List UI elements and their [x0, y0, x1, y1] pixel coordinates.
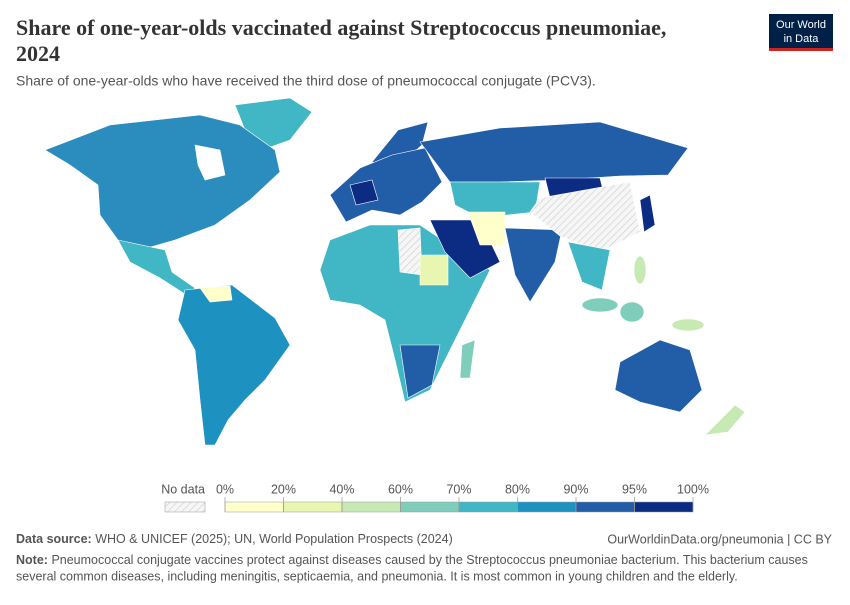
- legend: No data 0% 20% 40% 60% 70% 80% 90% 95% 100%: [161, 482, 709, 513]
- venezuela: [199, 285, 233, 303]
- legend-label: 80%: [505, 482, 530, 496]
- logo-box: [769, 14, 833, 50]
- source: WHO & UNICEF (2025); UN, World Populatio…: [95, 532, 453, 546]
- legend-bin: [517, 501, 577, 513]
- legend-bin: [575, 501, 635, 513]
- legend-bin: [458, 501, 518, 513]
- southern-africa: [399, 344, 441, 399]
- iran: [467, 211, 506, 246]
- borneo: [619, 301, 645, 323]
- title: Share of one-year-olds vaccinated agains…: [16, 15, 666, 40]
- sudan: [419, 254, 449, 286]
- title: 2024: [16, 41, 60, 66]
- central-america: [117, 239, 196, 297]
- madagascar: [459, 339, 476, 379]
- indonesia: [581, 297, 619, 313]
- legend-label: 90%: [563, 482, 588, 496]
- europe: [329, 147, 443, 223]
- legend-bin: [634, 501, 694, 513]
- central-asia: [449, 181, 541, 219]
- logo-text: Our World: [776, 19, 826, 31]
- source-label: Data source:: [16, 532, 92, 546]
- north-africa: [397, 227, 423, 276]
- url[interactable]: OurWorldinData.org/pneumonia | CC BY: [607, 532, 832, 546]
- south-america: [177, 284, 291, 446]
- russia: [419, 121, 689, 183]
- hudson-bay: [194, 144, 226, 181]
- logo-bar: [769, 48, 833, 51]
- no-data-swatch: [164, 501, 206, 513]
- legend-label: 20%: [271, 482, 296, 496]
- world-map: [44, 97, 746, 446]
- note: Pneumococcal conjugate vaccines protect …: [51, 553, 807, 567]
- north-america: [44, 114, 281, 251]
- legend-bin: [341, 501, 401, 513]
- note-label: Note:: [16, 553, 48, 567]
- logo-text: in Data: [784, 33, 820, 45]
- legend-label: 0%: [216, 482, 234, 496]
- legend-label: 40%: [329, 482, 354, 496]
- note: several common diseases, including menin…: [16, 569, 738, 583]
- japan: [639, 194, 656, 233]
- no-data-label: No data: [161, 482, 205, 496]
- legend-label: 70%: [446, 482, 471, 496]
- france: [349, 179, 379, 206]
- legend-bin: [224, 501, 284, 513]
- southeast-asia: [567, 241, 611, 291]
- india: [504, 227, 563, 303]
- subtitle: Share of one-year-olds who have received…: [16, 73, 596, 89]
- new-guinea: [671, 318, 705, 332]
- footer: Note: Pneumococcal conjugate vaccines pr…: [16, 553, 808, 567]
- footer: Data source: WHO & UNICEF (2025); UN, Wo…: [16, 532, 453, 546]
- new-zealand: [704, 404, 746, 436]
- legend-label: 95%: [622, 482, 647, 496]
- logo[interactable]: Our World in Data: [769, 14, 833, 51]
- philippines: [633, 255, 647, 285]
- legend-bin: [400, 501, 460, 513]
- legend-bin: [283, 501, 343, 513]
- legend-label: 100%: [677, 482, 709, 496]
- australia: [614, 339, 703, 413]
- legend-label: 60%: [388, 482, 413, 496]
